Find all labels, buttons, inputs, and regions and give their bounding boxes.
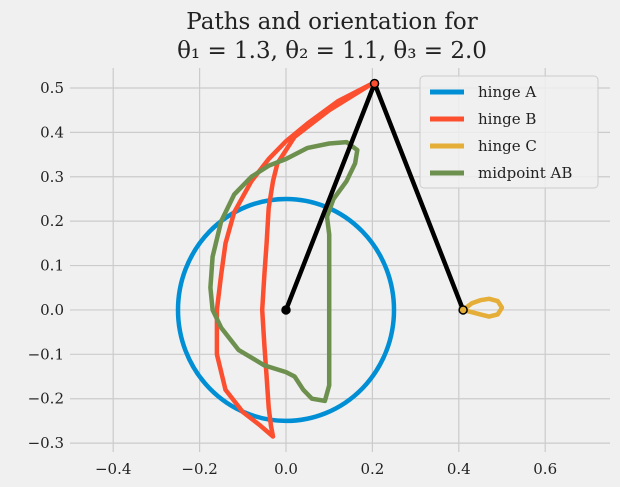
x-tick-label: 0.4: [447, 460, 471, 478]
x-tick-label: 0.2: [360, 460, 384, 478]
legend-label: hinge B: [478, 110, 536, 128]
plot-area: [175, 78, 505, 439]
y-tick-label: 0.2: [40, 212, 64, 230]
y-tick-labels: −0.3 −0.2 −0.1 0.0 0.1 0.2 0.3 0.4 0.5: [28, 79, 64, 452]
y-tick-label: 0.5: [40, 79, 64, 97]
legend-box: [419, 75, 599, 189]
chart-title-line-2: θ₁ = 1.3, θ₂ = 1.1, θ₃ = 2.0: [177, 38, 487, 64]
x-tick-label: 0.0: [274, 460, 298, 478]
hinge-a-path: [175, 196, 397, 424]
x-tick-label: 0.6: [533, 460, 557, 478]
x-tick-label: −0.2: [181, 460, 217, 478]
y-tick-label: −0.2: [28, 390, 64, 408]
joint-origin-marker: [281, 305, 291, 315]
y-tick-label: −0.3: [28, 434, 64, 452]
joint-b-marker: [369, 78, 380, 89]
y-tick-label: −0.1: [28, 345, 64, 363]
legend-label: hinge C: [478, 137, 537, 155]
y-tick-label: 0.4: [40, 123, 64, 141]
chart-title-line-1: Paths and orientation for: [186, 9, 477, 35]
y-tick-label: 0.3: [40, 168, 64, 186]
y-tick-label: 0.0: [40, 301, 64, 319]
x-tick-label: −0.4: [95, 460, 131, 478]
midpoint-ab-path: [208, 139, 360, 404]
x-tick-labels: −0.4 −0.2 0.0 0.2 0.4 0.6: [95, 460, 557, 478]
legend-label: midpoint AB: [478, 164, 572, 182]
joint-c-marker: [458, 305, 468, 315]
hinge-b-path: [214, 81, 375, 439]
legend-label: hinge A: [478, 83, 536, 101]
hinge-c-path: [460, 296, 505, 319]
y-tick-label: 0.1: [40, 257, 64, 275]
legend: hinge A hinge B hinge C midpoint AB: [419, 75, 599, 189]
